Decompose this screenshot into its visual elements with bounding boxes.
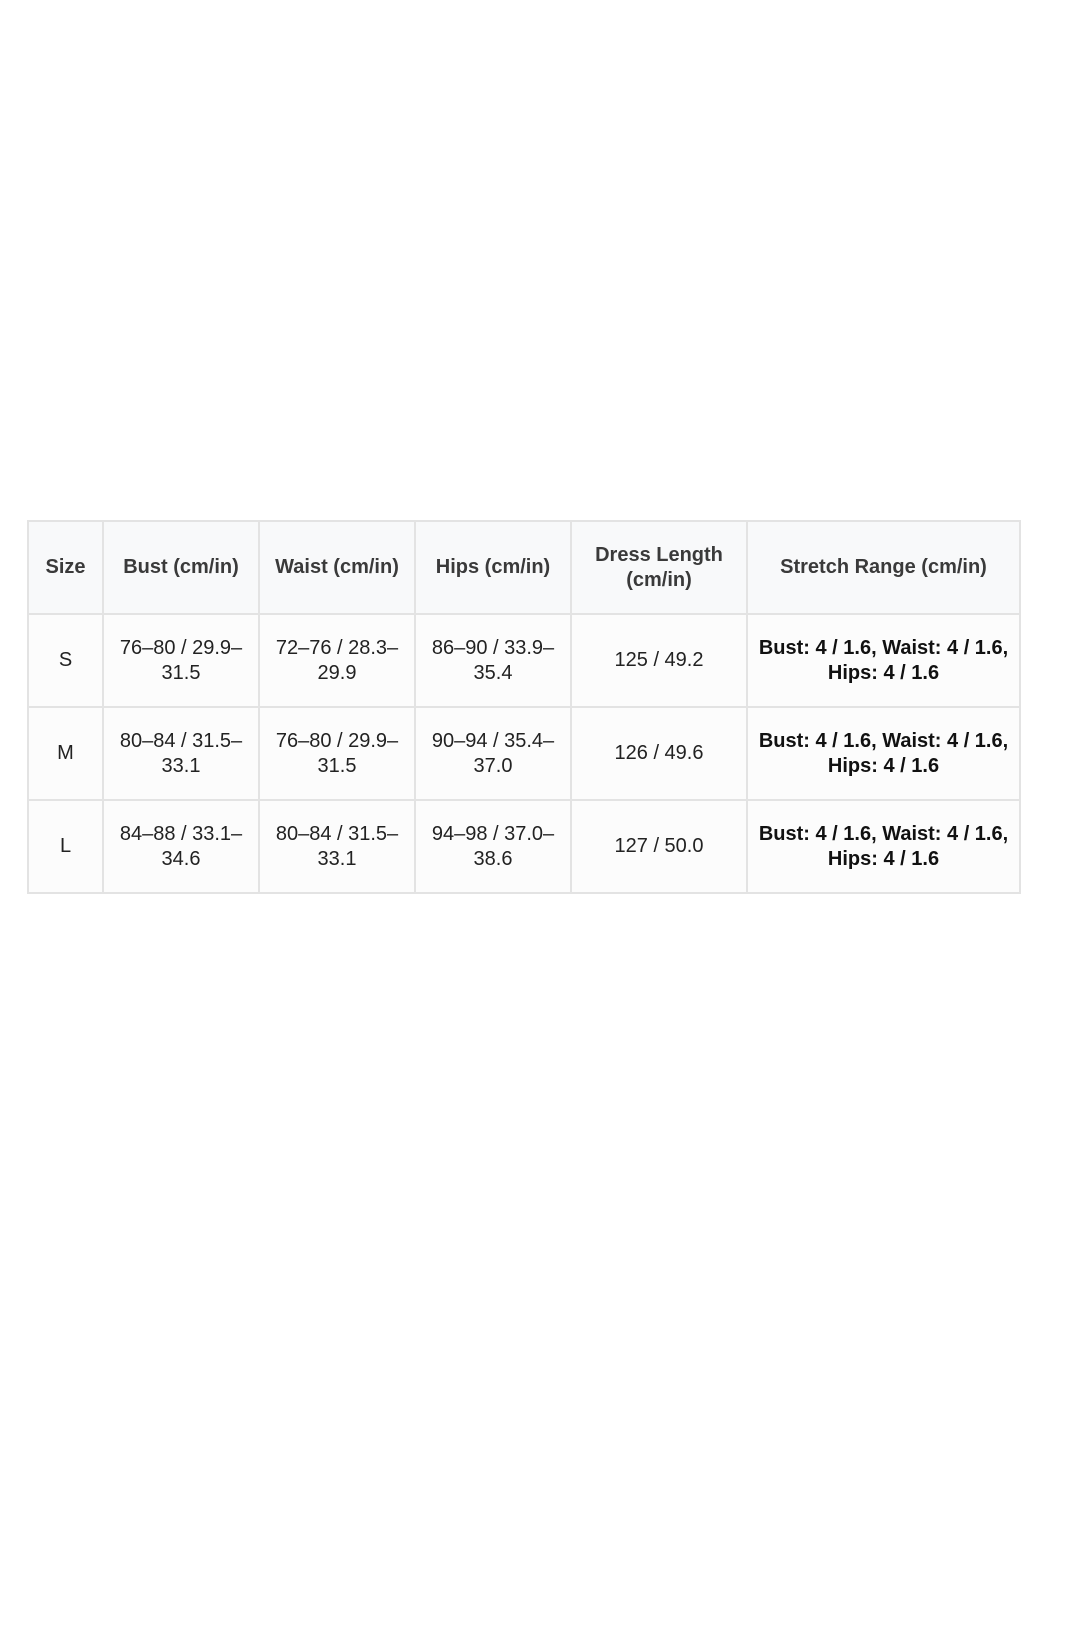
header-row: Size Bust (cm/in) Waist (cm/in) Hips (cm… [27, 520, 1021, 615]
cell-size: L [27, 799, 104, 894]
table-row: L 84–88 / 33.1–34.6 80–84 / 31.5–33.1 94… [27, 799, 1021, 894]
header-dress-length: Dress Length (cm/in) [570, 520, 748, 615]
cell-hips: 86–90 / 33.9–35.4 [414, 613, 572, 708]
cell-stretch-range: Bust: 4 / 1.6, Waist: 4 / 1.6, Hips: 4 /… [746, 706, 1021, 801]
cell-bust: 84–88 / 33.1–34.6 [102, 799, 260, 894]
cell-dress-length: 125 / 49.2 [570, 613, 748, 708]
cell-size: S [27, 613, 104, 708]
cell-bust: 76–80 / 29.9–31.5 [102, 613, 260, 708]
cell-size: M [27, 706, 104, 801]
cell-stretch-range: Bust: 4 / 1.6, Waist: 4 / 1.6, Hips: 4 /… [746, 799, 1021, 894]
cell-bust: 80–84 / 31.5–33.1 [102, 706, 260, 801]
header-waist: Waist (cm/in) [258, 520, 416, 615]
header-stretch-range: Stretch Range (cm/in) [746, 520, 1021, 615]
cell-dress-length: 126 / 49.6 [570, 706, 748, 801]
header-hips: Hips (cm/in) [414, 520, 572, 615]
cell-waist: 72–76 / 28.3–29.9 [258, 613, 416, 708]
cell-hips: 94–98 / 37.0–38.6 [414, 799, 572, 894]
cell-waist: 76–80 / 29.9–31.5 [258, 706, 416, 801]
cell-stretch-range: Bust: 4 / 1.6, Waist: 4 / 1.6, Hips: 4 /… [746, 613, 1021, 708]
header-size: Size [27, 520, 104, 615]
table-row: M 80–84 / 31.5–33.1 76–80 / 29.9–31.5 90… [27, 706, 1021, 801]
header-bust: Bust (cm/in) [102, 520, 260, 615]
cell-dress-length: 127 / 50.0 [570, 799, 748, 894]
table-row: S 76–80 / 29.9–31.5 72–76 / 28.3–29.9 86… [27, 613, 1021, 708]
size-chart-table: Size Bust (cm/in) Waist (cm/in) Hips (cm… [27, 520, 1021, 894]
cell-waist: 80–84 / 31.5–33.1 [258, 799, 416, 894]
cell-hips: 90–94 / 35.4–37.0 [414, 706, 572, 801]
